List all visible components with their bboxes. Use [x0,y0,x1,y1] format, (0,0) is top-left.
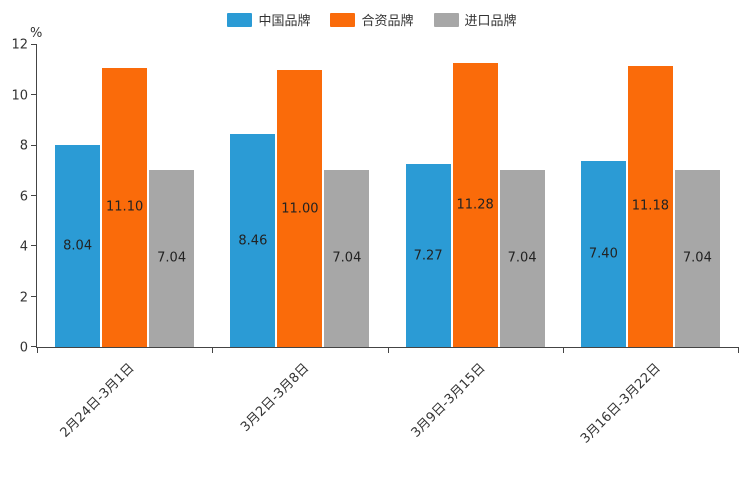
legend-label: 进口品牌 [464,14,517,29]
plot-area: 8.04 11.10 7.04 8.46 11.00 7.04 7.27 11.28 7.04 7… [31,44,739,353]
y-tick-mark [31,94,37,96]
y-tick-mark [31,44,37,45]
bar-value-label: 7.04 [682,250,712,266]
x-tick-mark [212,347,214,353]
bar-value-label: 8.04 [63,238,93,254]
x-tick-mark [387,347,389,353]
y-tick-mark [31,144,37,146]
y-axis-unit-label: % [30,26,43,41]
bar-value-label: 7.27 [413,248,443,264]
bar-series-0-cat-0[interactable]: 8.04 [55,144,101,347]
bar-series-2-cat-0[interactable]: 7.04 [149,169,195,347]
x-tick-label: 3月9日-3月15日 [408,360,489,441]
x-tick-label: 2月24日-3月1日 [57,360,138,441]
bar-series-2-cat-2[interactable]: 7.04 [499,169,545,347]
y-tick-label: 8 [19,138,28,154]
bar-series-1-cat-2[interactable]: 11.28 [452,63,498,347]
y-tick-mark [31,195,37,196]
bar-group: 8.04 11.10 7.04 [37,45,212,347]
legend-label: 合资品牌 [361,14,414,29]
legend-label: 中国品牌 [258,14,311,29]
x-tick-mark [562,347,564,353]
x-tick-label: 3月16日-3月22日 [577,360,664,447]
x-axis: 2月24日-3月1日 3月2日-3月8日 3月9日-3月15日 3月16日-3月22日 [36,348,738,496]
bar-series-2-cat-1[interactable]: 7.04 [324,169,370,347]
bar-value-label: 11.10 [106,199,144,215]
legend-swatch-icon [330,12,356,27]
y-tick-mark [31,346,37,347]
x-tick-label: 3月2日-3月8日 [238,360,313,435]
y-tick-label: 4 [19,239,28,255]
bar-value-label: 7.04 [332,250,362,266]
y-tick-label: 10 [11,88,28,103]
bar-series-1-cat-0[interactable]: 11.10 [102,67,148,347]
y-tick-label: 6 [19,189,28,204]
y-axis: 0 2 4 6 8 10 12 [0,38,28,356]
legend-item-0[interactable]: 中国品牌 [227,10,310,29]
bar-value-label: 11.28 [456,197,494,213]
bar-group: 7.40 11.18 7.04 [563,45,738,347]
bar-value-label: 8.46 [238,233,268,249]
bar-group: 7.27 11.28 7.04 [388,45,563,347]
y-tick-mark [31,245,37,247]
x-tick-mark [37,347,38,353]
bar-group: 8.46 11.00 7.04 [212,45,387,347]
bar-value-label: 7.40 [588,246,618,262]
y-tick-label: 12 [11,37,28,53]
x-tick-mark [738,347,739,353]
bar-value-label: 7.04 [157,250,187,266]
y-tick-label: 2 [19,290,28,305]
bar-series-1-cat-3[interactable]: 11.18 [627,65,673,347]
bar-series-0-cat-2[interactable]: 7.27 [405,164,451,347]
bar-series-0-cat-1[interactable]: 8.46 [230,134,276,347]
bar-series-0-cat-3[interactable]: 7.40 [580,160,626,347]
legend-item-1[interactable]: 合资品牌 [330,10,414,29]
legend-swatch-icon [227,12,253,27]
plot-wrap: 0 2 4 6 8 10 12 8.04 11.10 7.04 8.46 11.00 7.04 7.27… [11,38,739,447]
bar-value-label: 11.00 [281,201,319,217]
bar-value-label: 7.04 [507,250,537,266]
y-tick-mark [31,295,37,297]
legend-swatch-icon [433,12,459,27]
bar-series-1-cat-1[interactable]: 11.00 [277,70,323,347]
legend: 中国品牌 合资品牌 进口品牌 [0,10,744,29]
y-tick-label: 0 [19,340,28,356]
legend-item-2[interactable]: 进口品牌 [433,10,517,29]
bar-value-label: 11.18 [631,198,669,214]
bar-series-2-cat-3[interactable]: 7.04 [674,169,720,347]
